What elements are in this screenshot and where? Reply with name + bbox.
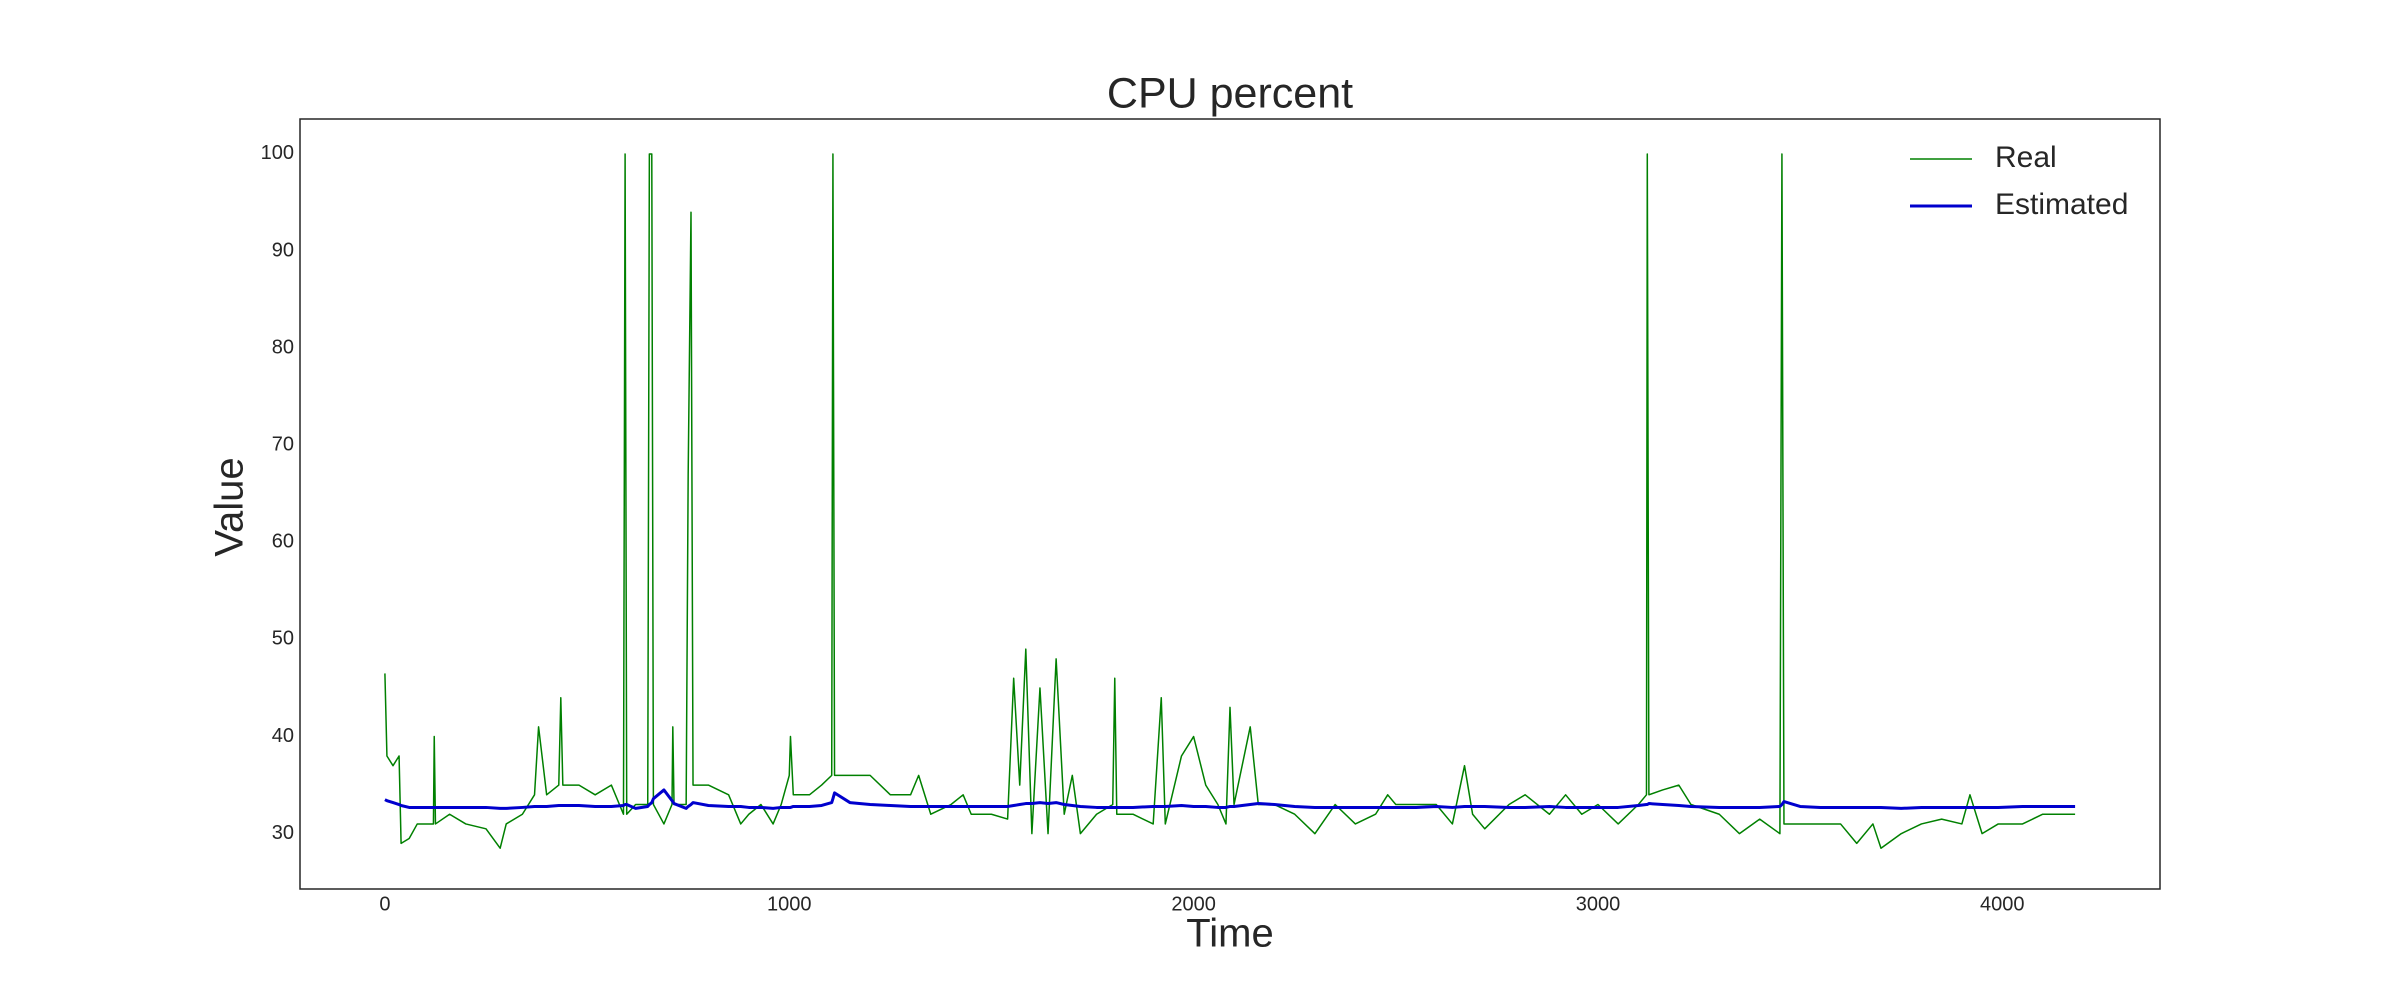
y-tick-label: 90: [272, 239, 294, 261]
chart-title: CPU percent: [1107, 69, 1353, 117]
x-tick-label: 3000: [1576, 893, 1621, 915]
y-tick-label: 60: [272, 531, 294, 553]
x-tick-label: 2000: [1171, 893, 1216, 915]
legend-label: Estimated: [1995, 188, 2128, 221]
x-tick-label: 4000: [1980, 893, 2025, 915]
y-tick-label: 100: [261, 142, 294, 164]
y-tick-label: 70: [272, 434, 294, 456]
y-axis-label: Value: [208, 457, 252, 556]
x-tick-label: 0: [379, 893, 390, 915]
x-tick-label: 1000: [767, 893, 812, 915]
x-axis-label: Time: [1186, 912, 1273, 956]
y-tick-label: 80: [272, 336, 294, 358]
legend-label: Real: [1995, 141, 2057, 174]
y-tick-label: 40: [272, 725, 294, 747]
y-tick-label: 30: [272, 822, 294, 844]
data-line: [384, 788, 2076, 810]
data-line: [384, 153, 2076, 849]
plot-frame: [299, 118, 2161, 890]
y-tick-label: 50: [272, 628, 294, 650]
